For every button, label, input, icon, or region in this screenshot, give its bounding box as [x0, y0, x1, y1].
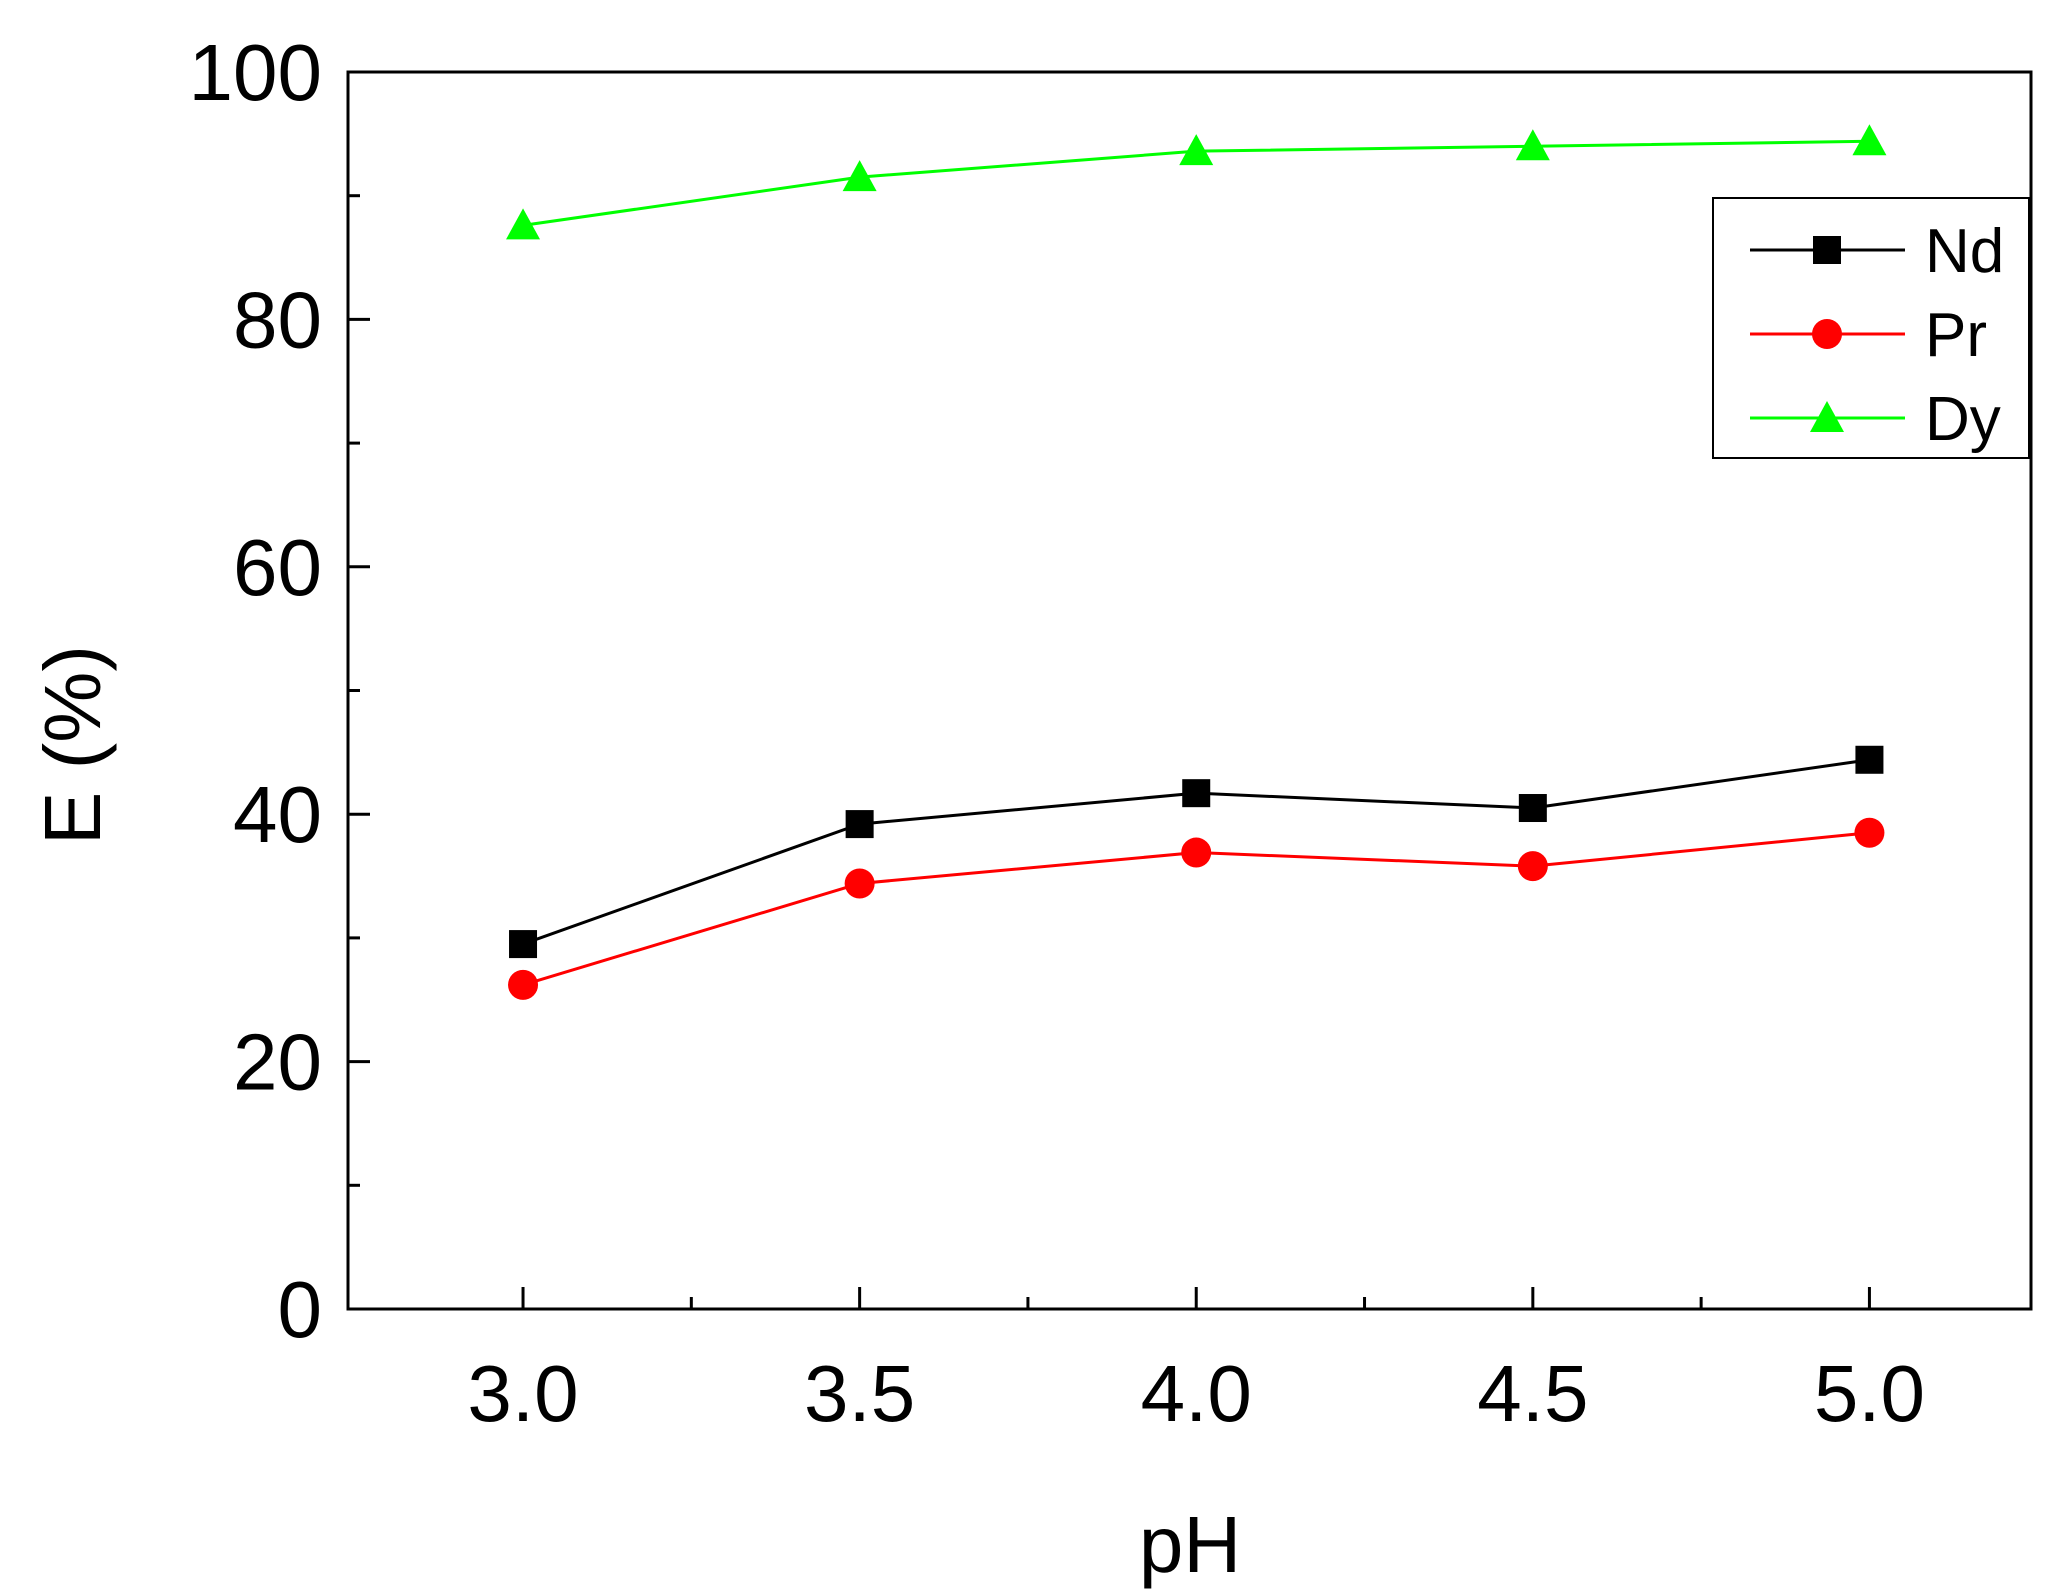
series-nd — [509, 745, 1884, 959]
legend-marker-nd — [1813, 236, 1841, 264]
data-point-dy — [1515, 129, 1550, 161]
legend-item-pr: Pr — [1750, 301, 1987, 370]
legend: Nd Pr Dy — [1712, 197, 2030, 459]
data-point-pr — [1854, 817, 1885, 848]
data-point-pr — [844, 868, 875, 899]
y-axis-title: E (%) — [28, 645, 117, 845]
data-point-dy — [506, 208, 541, 240]
legend-label: Pr — [1925, 301, 1987, 370]
legend-label: Nd — [1925, 217, 2004, 286]
x-axis-title: pH — [1139, 1500, 1241, 1589]
data-point-nd — [845, 810, 874, 839]
data-point-pr — [1181, 837, 1212, 868]
x-tick-label: 3.5 — [804, 1349, 915, 1438]
x-tick-label: 4.0 — [1141, 1349, 1252, 1438]
data-point-nd — [1855, 745, 1884, 774]
data-point-pr — [1517, 851, 1548, 882]
data-point-dy — [842, 160, 877, 192]
x-tick-label: 5.0 — [1814, 1349, 1925, 1438]
y-tick-label: 40 — [233, 770, 322, 859]
y-tick-label: 60 — [233, 523, 322, 612]
legend-marker-pr — [1812, 319, 1842, 349]
x-tick-label: 4.5 — [1477, 1349, 1588, 1438]
data-point-nd — [1518, 794, 1547, 823]
data-point-dy — [1179, 134, 1214, 166]
data-point-pr — [508, 969, 539, 1000]
legend-marker-dy — [1810, 401, 1844, 432]
y-tick-label: 100 — [189, 28, 322, 117]
y-tick-label: 80 — [233, 275, 322, 364]
data-point-dy — [1852, 124, 1887, 156]
data-point-nd — [509, 930, 538, 959]
y-tick-label: 0 — [278, 1265, 323, 1354]
x-tick-label: 3.0 — [467, 1349, 578, 1438]
legend-item-nd: Nd — [1750, 217, 2004, 286]
series-layer — [506, 124, 1887, 1000]
x-axis: 3.0 3.5 4.0 4.5 5.0 — [467, 1287, 1925, 1438]
data-point-nd — [1182, 779, 1211, 808]
series-dy — [506, 124, 1887, 240]
series-pr — [508, 817, 1885, 1000]
legend-box — [1712, 197, 2030, 459]
y-axis: 0 20 40 60 80 100 — [189, 28, 370, 1354]
y-tick-label: 20 — [233, 1018, 322, 1107]
legend-label: Dy — [1925, 385, 2001, 454]
legend-item-dy: Dy — [1750, 385, 2001, 454]
